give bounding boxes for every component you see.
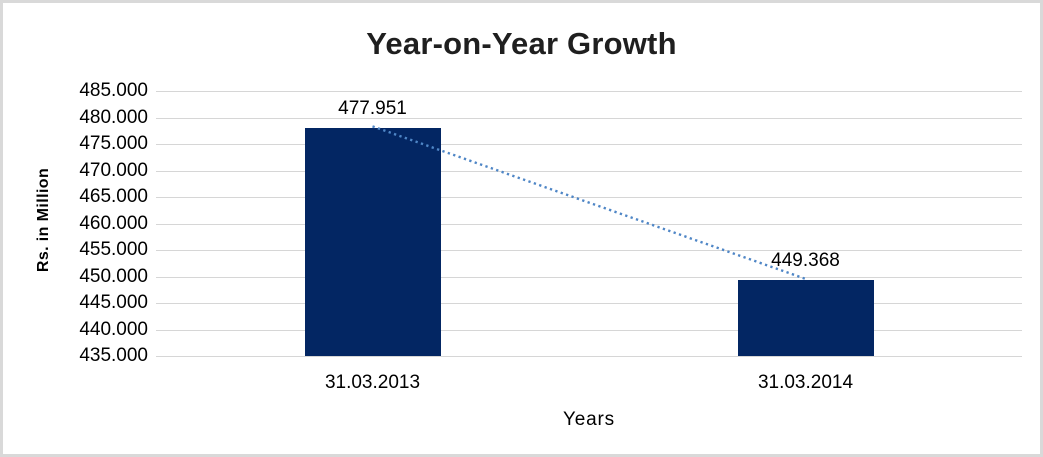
bar-data-label: 449.368 [771, 249, 840, 271]
x-tick-label: 31.03.2013 [324, 372, 421, 393]
x-axis-title: Years [563, 409, 615, 430]
y-axis-title: Rs. in Million [35, 167, 52, 273]
y-tick-label: 460.000 [79, 212, 148, 234]
gridline [156, 197, 1022, 198]
bar [737, 279, 874, 356]
gridline [156, 117, 1022, 119]
gridline [156, 170, 1022, 172]
y-tick-label: 485.000 [79, 80, 148, 101]
y-tick-label: 470.000 [79, 159, 148, 181]
y-tick-label: 440.000 [79, 318, 148, 340]
gridline [156, 303, 1022, 304]
x-tick-label: 31.03.2014 [757, 372, 854, 393]
y-tick-label: 455.000 [79, 239, 148, 260]
gridline [156, 144, 1022, 145]
gridline [156, 276, 1022, 278]
plot-area [153, 88, 1022, 357]
gridline [156, 250, 1022, 251]
bar-data-label: 477.951 [338, 98, 407, 120]
gridline [156, 223, 1022, 225]
y-tick-label: 435.000 [79, 345, 148, 366]
gridline [156, 91, 1022, 92]
y-tick-label: 480.000 [79, 106, 148, 128]
gridline [156, 329, 1022, 331]
bar [304, 128, 441, 356]
y-tick-label: 450.000 [79, 265, 148, 287]
y-tick-label: 465.000 [79, 186, 148, 207]
y-tick-label: 445.000 [79, 292, 148, 313]
chart-title: Year-on-Year Growth [366, 26, 677, 61]
gridline [156, 356, 1022, 357]
y-tick-label: 475.000 [79, 133, 148, 154]
